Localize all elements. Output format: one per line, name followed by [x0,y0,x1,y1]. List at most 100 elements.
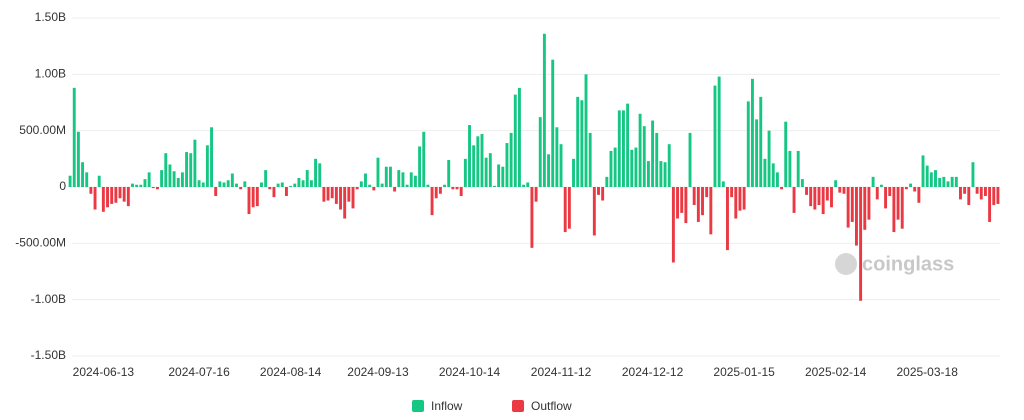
bar [580,100,584,187]
bar [613,147,617,187]
bar [775,172,779,187]
bar [688,132,692,187]
bar [380,183,384,187]
bar [463,158,467,187]
watermark: coinglass [835,253,954,275]
bar [205,145,209,187]
y-tick-label: -500.00M [15,236,66,250]
bar [796,150,800,187]
bar [692,187,696,206]
bar [959,187,962,200]
bar [468,125,471,187]
bar [542,33,546,188]
bar [563,187,567,233]
bar [950,176,954,187]
bar [401,172,405,187]
bar [393,187,397,192]
bar [850,187,854,222]
bar [422,131,426,187]
bar [838,187,842,193]
x-tick-label: 2025-01-15 [713,365,775,379]
y-tick-label: -1.50B [31,348,66,362]
x-tick-label: 2024-11-12 [531,365,592,379]
bar [813,187,817,210]
bar [759,96,763,187]
bar [713,85,717,187]
bar [405,184,409,187]
bar [913,187,917,192]
bar [168,164,172,187]
bar [879,184,883,187]
bar [210,127,214,187]
bar [771,163,775,187]
bar [809,187,813,207]
bar [251,187,255,208]
bar [451,187,455,190]
bar [942,176,946,187]
bar [526,182,530,187]
bar [443,184,447,187]
bar [763,158,767,187]
bar [318,163,322,187]
bar [817,187,821,206]
y-tick-label: 500.00M [19,123,66,137]
bar [726,187,729,251]
bar [438,187,442,194]
bar [617,110,621,187]
bar [76,131,80,187]
y-tick-label: 1.00B [35,67,66,81]
bar [792,187,796,213]
bar [180,172,184,187]
bar [871,176,875,187]
bar [505,143,509,187]
legend-label: Inflow [431,399,463,413]
bar [825,187,829,201]
bar [384,166,388,187]
bar [800,179,804,187]
bar [680,187,684,213]
bar [260,182,263,187]
bar [114,187,118,203]
bar [93,187,97,210]
x-tick-label: 2024-07-16 [168,365,230,379]
bar [388,166,392,187]
bar [476,136,480,187]
bar [293,183,297,187]
bar [218,181,222,187]
bar [472,145,476,187]
bar [867,187,871,220]
bar [164,153,168,187]
bar [576,96,580,187]
bar [904,187,908,190]
bar [359,181,363,187]
y-tick-label: 0 [59,179,66,193]
bar [376,157,380,187]
bar [551,59,555,187]
bar [863,187,867,230]
bar [301,180,305,187]
bar [896,187,900,220]
bar [343,187,347,219]
bar [767,130,771,187]
bar [979,187,983,200]
bar [214,187,218,197]
bar [892,187,896,233]
bar [592,187,596,236]
bar [538,117,542,187]
bar [784,121,788,187]
bar [938,177,942,187]
watermark-text: coinglass [862,253,954,275]
bar [888,187,892,197]
bar [81,162,85,187]
bar [605,176,609,187]
bar [172,171,176,187]
bar [139,184,143,187]
bar [122,187,126,202]
bar [522,184,526,187]
legend-swatch [512,400,524,412]
bar [967,187,971,206]
bar [126,187,130,207]
bar [780,187,784,190]
bar [430,187,434,216]
bar [655,132,659,187]
